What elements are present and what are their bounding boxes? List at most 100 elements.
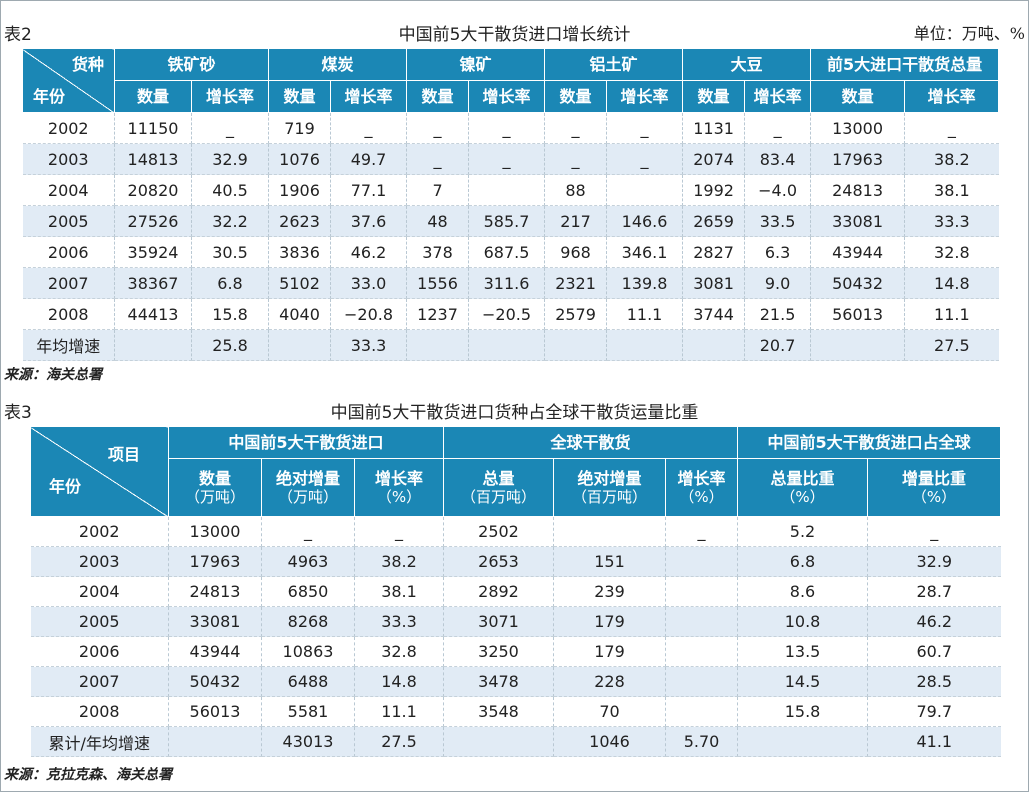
subheader-name: 绝对增量 [577, 468, 642, 488]
table2-subheader: 数量 [810, 80, 906, 113]
table-cell: 32.8 [904, 236, 999, 268]
table2-subheader: 增长率 [606, 80, 684, 113]
table-cell: 20.7 [744, 329, 812, 361]
table-cell: 11150 [114, 112, 192, 144]
table-cell: 6.8 [737, 546, 869, 577]
subheader-name: 增长率 [374, 468, 423, 488]
table-cell: 32.2 [191, 205, 270, 237]
table3-source: 来源：克拉克森、海关总署 [4, 767, 172, 783]
table-row: 2007 50432 6488 14.8 3478 228 14.5 28.5 [30, 666, 1001, 697]
year-cell: 2002 [30, 516, 169, 547]
table2-group-header: 镍矿 [406, 48, 546, 81]
table-cell: 38.2 [904, 143, 999, 175]
table-cell: 50432 [810, 267, 906, 299]
year-cell: 2007 [30, 666, 169, 697]
table2-subheader: 增长率 [744, 80, 812, 113]
table-cell: 2827 [682, 236, 746, 268]
table-cell: 33081 [168, 606, 262, 637]
year-cell: 2007 [22, 267, 115, 299]
year-cell: 2006 [30, 636, 169, 667]
table-cell: 10863 [261, 636, 355, 667]
table-cell: 43944 [168, 636, 262, 667]
table2-subheader: 增长率 [330, 80, 408, 113]
table-row: 2006 43944 10863 32.8 3250 179 13.5 60.7 [30, 636, 1001, 667]
subheader-unit: （%） [911, 487, 957, 506]
table-cell: 2892 [443, 576, 554, 607]
table-cell: 6.3 [744, 236, 812, 268]
table-cell: 38.1 [354, 576, 444, 607]
table-cell: 38.1 [904, 174, 999, 206]
table-cell: 585.7 [468, 205, 546, 237]
table-cell: 11.1 [606, 298, 684, 330]
table-cell [606, 329, 684, 361]
table-cell: 10.8 [737, 606, 869, 637]
table-cell: 27.5 [904, 329, 999, 361]
table-cell [606, 174, 684, 206]
table-cell [544, 329, 608, 361]
table-cell: 2659 [682, 205, 746, 237]
table-cell: _ [606, 112, 684, 144]
table-cell: 27.5 [354, 726, 444, 757]
table-cell: 217 [544, 205, 608, 237]
table-cell: _ [468, 143, 546, 175]
table-cell: 5.2 [737, 516, 869, 547]
table2-corner-top: 货种 [71, 55, 104, 74]
table-cell: 38367 [114, 267, 192, 299]
table-cell: 3744 [682, 298, 746, 330]
table-cell [114, 329, 192, 361]
table-cell: _ [330, 112, 408, 144]
table-cell: _ [261, 516, 355, 547]
table-cell: _ [354, 516, 444, 547]
table-cell [553, 516, 666, 547]
table-cell: 5581 [261, 696, 355, 727]
table3: 项目 年份 中国前5大干散货进口 全球干散货 中国前5大干散货进口占全球 数量（… [30, 426, 1002, 757]
table3-caption: 表3 中国前5大干散货进口货种占全球干散货运量比重 [0, 398, 1029, 423]
table-row: 2004 24813 6850 38.1 2892 239 8.6 28.7 [30, 576, 1001, 607]
table2-label: 表2 [4, 25, 32, 45]
table-cell: 2502 [443, 516, 554, 547]
table-cell: 179 [553, 606, 666, 637]
table-cell: 33.3 [354, 606, 444, 637]
table-cell: 719 [268, 112, 332, 144]
table-cell: 46.2 [867, 606, 1001, 637]
year-cell: 2004 [22, 174, 115, 206]
year-cell: 2004 [30, 576, 169, 607]
table-cell: 20820 [114, 174, 192, 206]
subheader-name: 总量 [482, 468, 515, 488]
table-cell: 21.5 [744, 298, 812, 330]
table-cell: 37.6 [330, 205, 408, 237]
table-cell: 4963 [261, 546, 355, 577]
table-cell: −20.8 [330, 298, 408, 330]
table2-subheader: 增长率 [904, 80, 1000, 113]
table3-subheader: 绝对增量 （万吨） [261, 458, 355, 517]
table-cell: 146.6 [606, 205, 684, 237]
table-cell: _ [606, 143, 684, 175]
table-cell: 17963 [168, 546, 262, 577]
year-cell: 累计/年均增速 [30, 726, 169, 757]
table-row: 2002 11150 _ 719 _ _ _ _ _ 1131 _ 13000 _ [22, 112, 999, 144]
table-cell: _ [544, 143, 608, 175]
table-cell: 28.7 [867, 576, 1001, 607]
table2-subheader: 数量 [406, 80, 470, 113]
table-cell: 46.2 [330, 236, 408, 268]
table3-corner-bottom: 年份 [49, 477, 82, 496]
table-cell: 14813 [114, 143, 192, 175]
year-cell: 2005 [30, 606, 169, 637]
table2-unit: 单位：万吨、% [913, 24, 1025, 43]
table-cell: 15.8 [737, 696, 869, 727]
table-cell: 27526 [114, 205, 192, 237]
table-cell: 3478 [443, 666, 554, 697]
table-cell [268, 329, 332, 361]
table-cell [468, 174, 546, 206]
table-cell: _ [867, 516, 1001, 547]
table2-group-header: 前5大进口干散货总量 [810, 48, 1000, 81]
table2-source: 来源：海关总署 [4, 367, 102, 383]
year-cell: 年均增速 [22, 329, 115, 361]
table3-subheader: 增长率 （%） [354, 458, 444, 517]
table-cell: _ [744, 112, 812, 144]
table-row: 年均增速 25.8 33.3 20.7 27.5 [22, 329, 999, 361]
table-cell: 24813 [168, 576, 262, 607]
year-cell: 2003 [22, 143, 115, 175]
year-cell: 2006 [22, 236, 115, 268]
table-cell: 13.5 [737, 636, 869, 667]
